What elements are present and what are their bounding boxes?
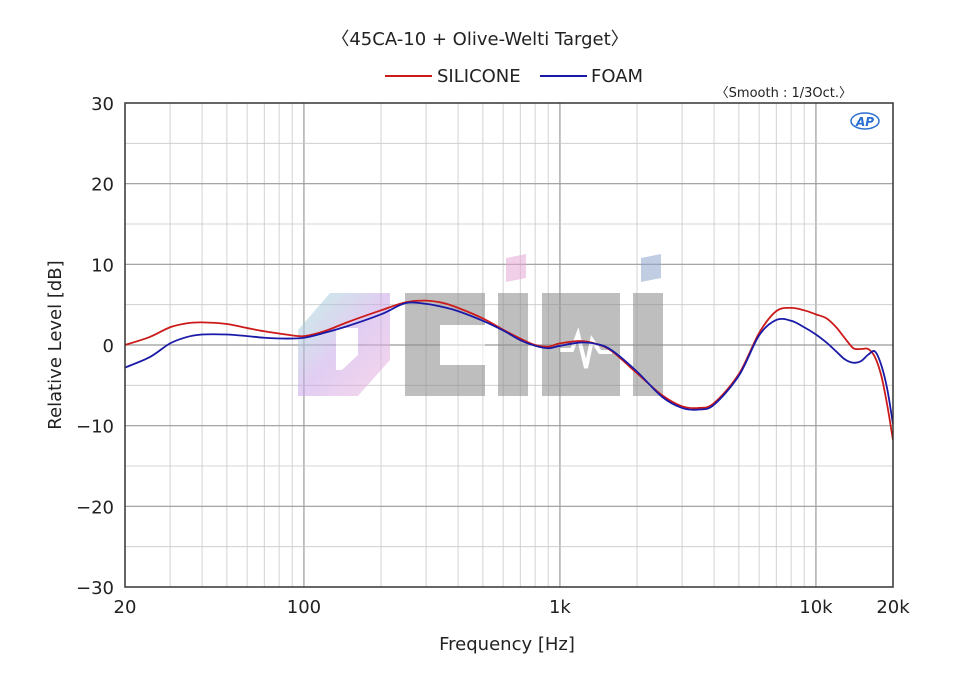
y-tick-labels: 30 20 10 0 −10 −20 −30 <box>76 94 114 599</box>
series-line-silicone <box>125 299 893 441</box>
legend-label-silicone: SILICONE <box>437 66 521 87</box>
x-tick-label: 20 <box>114 597 137 618</box>
y-tick-label: 0 <box>103 336 114 357</box>
x-tick-label: 10k <box>799 597 833 618</box>
legend-label-foam: FOAM <box>591 66 643 87</box>
x-tick-label: 20k <box>876 597 910 618</box>
y-tick-label: −10 <box>76 417 114 438</box>
x-tick-labels: 20 100 1k 10k 20k <box>114 597 911 618</box>
watermark-wave <box>560 327 612 369</box>
watermark-dot-i1 <box>506 254 526 282</box>
watermark-shape-i2 <box>633 293 663 396</box>
y-tick-label: 30 <box>91 94 114 115</box>
x-tick-label: 100 <box>287 597 321 618</box>
x-tick-label: 1k <box>549 597 571 618</box>
ap-badge: AP <box>850 112 880 130</box>
y-tick-label: −20 <box>76 497 114 518</box>
ap-badge-ring <box>850 112 880 130</box>
plot-frame <box>124 102 894 588</box>
watermark-dot-i2 <box>641 254 661 282</box>
watermark-shape-c-gap <box>440 325 485 365</box>
watermark-logo <box>298 254 663 396</box>
watermark-shape-i1 <box>498 293 528 396</box>
series-line-foam <box>125 301 893 425</box>
series-lines <box>125 299 893 441</box>
x-axis-label: Frequency [Hz] <box>439 634 575 655</box>
ap-badge-label: AP <box>855 115 874 129</box>
y-tick-label: 20 <box>91 175 114 196</box>
y-tick-label: 10 <box>91 255 114 276</box>
smooth-note: 〈Smooth : 1/3Oct.〉 <box>716 86 852 101</box>
y-axis-label: Relative Level [dB] <box>45 260 66 429</box>
chart-title: 〈45CA-10 + Olive-Welti Target〉 <box>331 29 628 50</box>
watermark-shape-o-inner <box>336 328 358 370</box>
legend: SILICONE FOAM <box>385 66 643 87</box>
y-tick-label: −30 <box>76 578 114 599</box>
